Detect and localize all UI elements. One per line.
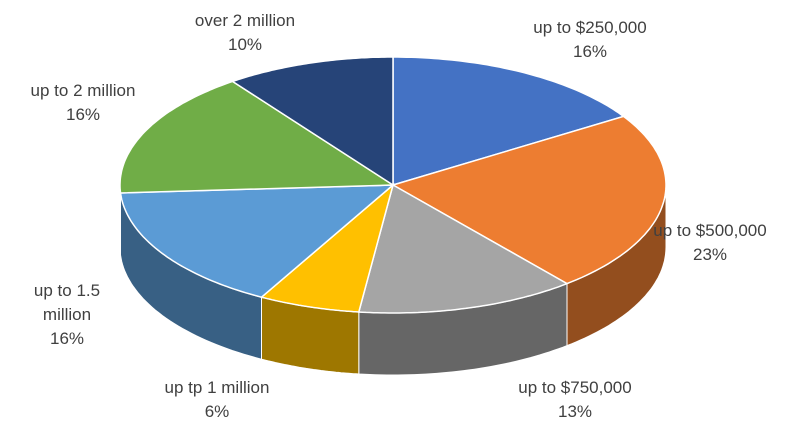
category-label: up to 2 million xyxy=(30,81,136,100)
data-label: up to $500,000 23% xyxy=(610,219,800,267)
category-label: up to $250,000 xyxy=(533,18,647,37)
slice xyxy=(357,183,569,314)
value-label: 16% xyxy=(65,105,101,124)
category-label: up to 1.5 million xyxy=(33,281,101,324)
slice xyxy=(391,115,667,285)
value-label: 10% xyxy=(227,35,263,54)
slice xyxy=(259,182,395,313)
value-label: 13% xyxy=(557,402,593,421)
data-label: over 2 million 10% xyxy=(145,9,345,57)
data-label: up to 2 million 16% xyxy=(0,79,183,127)
category-label: up to $750,000 xyxy=(518,378,632,397)
slice xyxy=(119,184,396,299)
category-label: up to $500,000 xyxy=(653,221,767,240)
data-label: up tp 1 million 6% xyxy=(117,376,317,424)
slice xyxy=(119,80,396,194)
data-label: up to 1.5 million 16% xyxy=(17,279,117,351)
value-label: 16% xyxy=(572,42,608,61)
category-label: over 2 million xyxy=(194,11,296,30)
data-label: up to $250,000 16% xyxy=(490,16,690,64)
value-label: 23% xyxy=(692,245,728,264)
value-label: 16% xyxy=(49,329,85,348)
slice xyxy=(392,56,626,187)
category-label: up tp 1 million xyxy=(164,378,270,397)
slice xyxy=(230,56,394,187)
data-label: up to $750,000 13% xyxy=(475,376,675,424)
value-label: 6% xyxy=(204,402,230,421)
